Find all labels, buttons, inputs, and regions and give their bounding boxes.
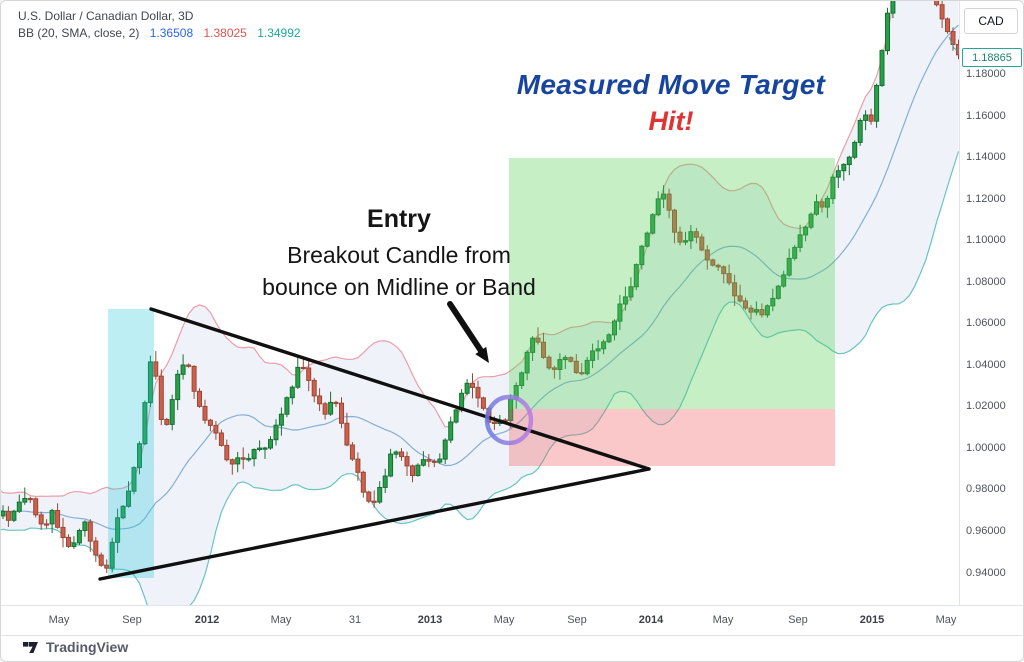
time-tick-label: Sep xyxy=(122,614,142,626)
time-tick-label: 31 xyxy=(348,614,362,626)
price-tick-label: 1.08000 xyxy=(966,275,1006,288)
price-tick-label: 1.04000 xyxy=(966,358,1006,371)
price-tick-label: 1.12000 xyxy=(966,192,1006,205)
triangle-trendline[interactable] xyxy=(149,307,651,471)
time-tick-label: May xyxy=(712,614,734,626)
time-tick-label: May xyxy=(270,614,292,626)
time-tick-label: 2013 xyxy=(417,614,443,626)
time-tick-label: 2014 xyxy=(638,614,664,626)
measured-move-text: Measured Move Target xyxy=(516,69,826,100)
impulse-leg-highlight[interactable] xyxy=(108,309,154,578)
bb-lower-value: 1.34992 xyxy=(257,26,301,40)
entry-title: Entry xyxy=(367,205,431,233)
tradingview-watermark[interactable]: TradingView xyxy=(23,639,128,655)
bb-basis-value: 1.36508 xyxy=(149,26,194,40)
entry-arrow-shaft xyxy=(447,301,486,356)
price-tick-label: 1.18000 xyxy=(966,68,1006,80)
price-tick-label: 1.16000 xyxy=(966,109,1006,122)
bb-upper-value: 1.38025 xyxy=(203,26,247,40)
indicator-label[interactable]: BB (20, SMA, close, 2) xyxy=(18,26,140,40)
bb-band-fill xyxy=(1,1,959,605)
chart-legend: U.S. Dollar / Canadian Dollar, 3D BB (20… xyxy=(18,8,301,42)
price-tick-label: 0.96000 xyxy=(966,525,1006,537)
tradingview-watermark-text: TradingView xyxy=(46,639,129,655)
time-tick-label: Sep xyxy=(567,614,587,626)
price-tick-label: 1.06000 xyxy=(966,317,1006,330)
entry-line2: bounce on Midline or Band xyxy=(262,274,536,300)
entry-annotation: Entry Breakout Candle from bounce on Mid… xyxy=(262,205,536,303)
time-tick-label: 2012 xyxy=(194,614,220,626)
price-tick-label: 1.10000 xyxy=(966,234,1006,247)
time-tick-label: May xyxy=(493,614,515,626)
time-tick-label: 2015 xyxy=(859,614,885,626)
last-price-connector xyxy=(948,36,959,53)
price-tick-label: 1.02000 xyxy=(966,400,1006,413)
entry-arrow-head xyxy=(475,346,489,363)
measured-move-target-zone[interactable] xyxy=(509,158,835,409)
symbol-title[interactable]: U.S. Dollar / Canadian Dollar, 3D xyxy=(18,9,194,23)
time-tick-label: May xyxy=(48,614,70,626)
price-tick-label: 0.94000 xyxy=(966,566,1006,579)
price-axis[interactable]: CAD 1.18865 1.18000 1.16000 1.14000 1.12000… xyxy=(959,1,1023,605)
triangle-trendline[interactable] xyxy=(98,467,651,581)
hit-text: Hit! xyxy=(648,106,694,136)
time-tick-label: Sep xyxy=(788,614,808,626)
price-tick-label: 1.00000 xyxy=(966,441,1006,454)
tradingview-logo-icon xyxy=(23,641,38,653)
price-tick-label: 0.98000 xyxy=(966,483,1006,496)
candlestick-chart-area[interactable] xyxy=(1,1,959,605)
time-axis[interactable]: May Sep 2012 May 31 2013 May Sep 2014 May Sep 2015 M… xyxy=(1,605,1023,636)
currency-label[interactable]: CAD xyxy=(964,8,1018,34)
entry-circle[interactable] xyxy=(484,394,534,446)
last-price-label: 1.18865 xyxy=(962,48,1022,67)
bb-basis-line xyxy=(1,24,959,530)
time-tick-label: May xyxy=(935,614,957,626)
measured-move-annotation: Measured Move Target Hit! xyxy=(517,69,825,137)
price-tick-label: 1.14000 xyxy=(966,151,1006,164)
entry-line1: Breakout Candle from xyxy=(287,242,511,268)
risk-zone[interactable] xyxy=(509,409,835,466)
